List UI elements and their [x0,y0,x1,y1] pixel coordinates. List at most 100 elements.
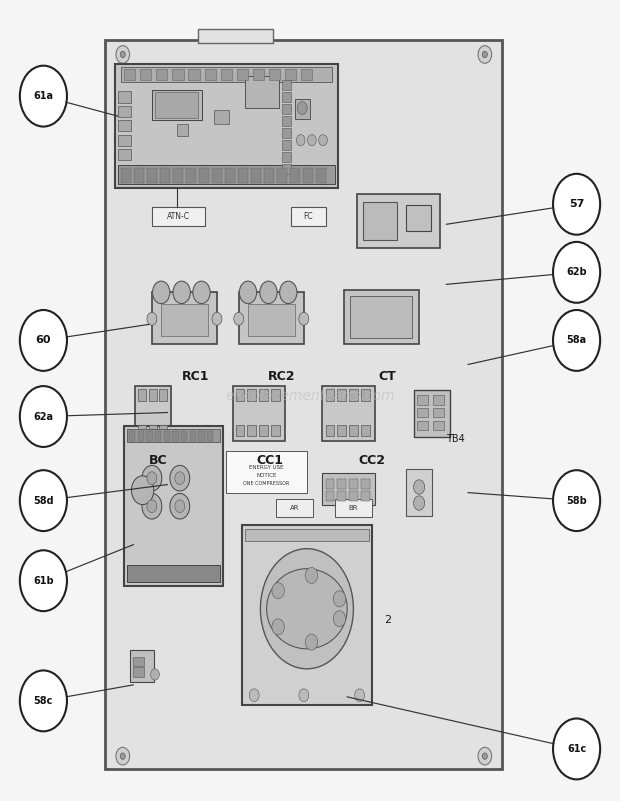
Bar [135,386,171,441]
Bar [350,296,412,338]
Text: 57: 57 [569,199,584,209]
Bar [226,451,307,493]
Circle shape [142,465,162,491]
Circle shape [193,281,210,304]
Bar [140,69,151,80]
Bar [282,104,291,114]
Circle shape [482,51,487,58]
Circle shape [299,312,309,325]
Text: 58a: 58a [567,336,587,345]
Bar [406,469,432,516]
Bar [199,168,209,183]
Text: 61b: 61b [33,576,54,586]
Bar [156,69,167,80]
Text: BC: BC [149,454,167,467]
Bar [335,499,372,517]
Bar [118,165,335,184]
Bar [337,479,346,489]
Bar [152,292,217,344]
Bar [433,395,444,405]
Text: CT: CT [379,370,396,383]
Bar [115,64,338,188]
Bar [414,390,450,437]
Bar [205,69,216,80]
Circle shape [260,281,277,304]
Bar [133,667,144,677]
Bar [245,529,369,541]
Bar [127,565,220,582]
Bar [118,120,131,131]
Bar [149,389,157,400]
Circle shape [305,634,317,650]
Bar [326,479,334,489]
Bar [417,408,428,417]
Bar [207,431,213,441]
Circle shape [20,310,67,371]
Text: 2: 2 [384,615,391,625]
Circle shape [120,753,125,759]
Circle shape [120,51,125,58]
Bar [417,395,428,405]
Bar [236,425,244,436]
Circle shape [170,493,190,519]
Bar [238,168,248,183]
Circle shape [175,472,185,485]
Bar [190,431,196,441]
Bar [316,168,326,183]
Bar [173,168,183,183]
Circle shape [131,476,154,505]
Circle shape [414,480,425,494]
Bar [248,304,294,336]
Bar [361,425,370,436]
Bar [337,491,346,501]
Circle shape [249,689,259,702]
Circle shape [298,102,308,115]
Ellipse shape [267,569,347,649]
Bar [121,168,131,183]
Bar [172,431,179,441]
Circle shape [414,496,425,510]
Bar [417,421,428,430]
Bar [349,491,358,501]
Text: 58d: 58d [33,496,54,505]
Text: 61c: 61c [567,744,587,754]
Circle shape [170,465,190,491]
Text: BR: BR [348,505,358,511]
Bar [164,431,170,441]
Text: eReplacementParts.com: eReplacementParts.com [225,389,395,404]
Bar [282,116,291,126]
Bar [259,389,268,400]
Bar [138,389,146,400]
Bar [356,194,440,248]
Bar [160,168,170,183]
Bar [127,429,220,442]
Bar [276,499,313,517]
Circle shape [553,470,600,531]
Circle shape [116,747,130,765]
Text: 62a: 62a [33,412,53,421]
Bar [363,202,397,240]
Bar [155,92,198,118]
Bar [247,389,256,400]
Circle shape [147,500,157,513]
Bar [361,389,370,400]
Circle shape [553,310,600,371]
Circle shape [553,718,600,779]
Bar [433,421,444,430]
Circle shape [239,281,257,304]
Circle shape [212,312,222,325]
Bar [138,431,144,441]
Bar [282,92,291,102]
Text: CC2: CC2 [358,454,386,467]
Bar [247,425,256,436]
Bar [118,106,131,117]
Circle shape [272,582,285,598]
Circle shape [234,312,244,325]
Bar [155,431,161,441]
Circle shape [20,470,67,531]
Bar [138,425,146,437]
Text: CC1: CC1 [256,454,283,467]
Bar [282,140,291,150]
Bar [282,164,291,174]
Bar [326,425,334,436]
